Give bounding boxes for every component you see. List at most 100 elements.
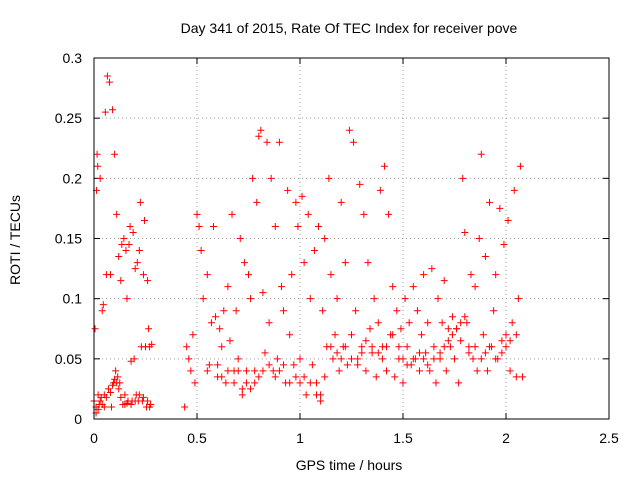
data-point [209, 222, 217, 230]
data-point [230, 379, 238, 387]
x-tick-label: 1.5 [393, 430, 413, 446]
data-point [418, 331, 426, 339]
data-point [448, 313, 456, 321]
data-point [218, 373, 226, 381]
data-point [214, 361, 222, 369]
x-tick-label: 1 [296, 430, 304, 446]
data-point [350, 138, 358, 146]
data-point [465, 343, 473, 351]
data-point [236, 235, 244, 242]
data-point [224, 367, 232, 375]
data-point [280, 361, 288, 369]
data-point [343, 361, 351, 369]
y-tick-label: 0.3 [63, 50, 83, 66]
data-point [409, 355, 417, 363]
data-point [111, 150, 119, 158]
data-point [368, 349, 376, 357]
data-point [333, 349, 341, 357]
data-point [325, 174, 333, 182]
data-point [306, 295, 314, 303]
data-point [205, 361, 213, 369]
data-point [259, 289, 267, 297]
data-point [337, 355, 345, 363]
y-axis-label: ROTI / TECUs [7, 195, 23, 285]
data-point [228, 210, 236, 218]
data-point [399, 355, 407, 363]
data-point [91, 325, 99, 333]
y-tick-label: 0 [74, 411, 82, 427]
data-point [370, 295, 378, 303]
data-point [399, 379, 407, 387]
data-point [385, 210, 393, 218]
data-point [218, 343, 226, 351]
data-point [383, 343, 391, 351]
data-point [457, 337, 465, 345]
data-point [426, 367, 434, 375]
data-point [498, 337, 506, 345]
data-point [512, 373, 520, 381]
data-point [294, 222, 302, 230]
data-point [103, 72, 111, 80]
data-point [234, 367, 242, 375]
data-point [109, 381, 117, 389]
data-point [383, 367, 391, 375]
data-point [126, 222, 134, 230]
data-point [131, 397, 139, 405]
y-tick-label: 0.25 [55, 110, 82, 126]
data-point [401, 295, 409, 303]
data-point [473, 367, 481, 375]
data-point [333, 295, 341, 303]
data-point [193, 210, 201, 218]
data-point [111, 375, 119, 383]
data-point [312, 391, 320, 399]
data-point [393, 307, 401, 315]
data-point [286, 331, 294, 339]
data-point [360, 210, 368, 218]
data-point [247, 295, 255, 303]
data-point [368, 343, 376, 351]
data-point [120, 235, 128, 242]
data-point [144, 277, 152, 285]
data-point [490, 307, 498, 315]
data-point [300, 373, 308, 381]
data-point [492, 271, 500, 279]
data-point [440, 277, 448, 285]
data-point [405, 319, 413, 327]
data-point [403, 361, 411, 369]
data-point [296, 355, 304, 363]
data-point [504, 216, 512, 224]
data-point [148, 340, 156, 348]
data-point [113, 379, 121, 387]
data-point [403, 343, 411, 351]
data-point [319, 307, 327, 315]
data-point [397, 325, 405, 333]
data-point [191, 379, 199, 387]
data-point [277, 283, 285, 291]
data-point [212, 313, 220, 321]
data-point [216, 325, 224, 333]
data-point [251, 379, 259, 387]
data-point [380, 162, 388, 170]
data-point [310, 247, 318, 255]
data-point [234, 355, 242, 363]
data-point [255, 132, 263, 140]
data-point [389, 283, 397, 291]
data-point [136, 198, 144, 206]
data-point [94, 405, 102, 413]
data-point [432, 379, 440, 387]
data-point [463, 319, 471, 327]
data-point [115, 253, 123, 261]
data-point [96, 397, 104, 405]
data-point [453, 325, 461, 333]
data-point [139, 393, 147, 401]
data-point [288, 271, 296, 279]
data-point [461, 313, 469, 321]
data-point [506, 337, 514, 345]
data-point [94, 162, 102, 170]
data-point [372, 373, 380, 381]
data-point [259, 367, 267, 375]
data-point [348, 331, 355, 339]
data-point [222, 379, 230, 387]
x-axis-label: GPS time / hours [296, 457, 403, 473]
y-tick-label: 0.2 [63, 170, 83, 186]
